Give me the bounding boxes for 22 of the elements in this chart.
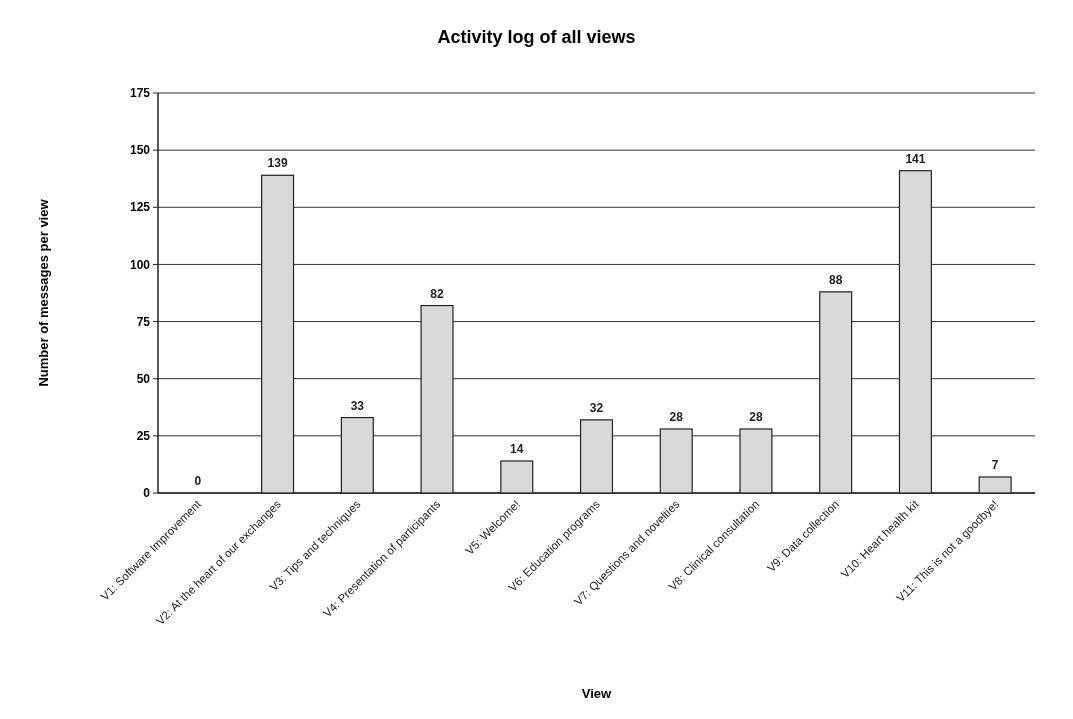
- x-axis-title: View: [581, 686, 613, 701]
- y-tick-label: 50: [136, 371, 151, 386]
- y-tick-label: 150: [129, 143, 151, 158]
- data-label: 33: [350, 398, 365, 413]
- data-label: 7: [991, 458, 999, 472]
- data-label: 141: [905, 151, 926, 166]
- y-axis-title: Number of messages per view: [36, 198, 51, 387]
- y-tick-label: 0: [143, 486, 151, 501]
- y-tick-label: 75: [136, 314, 151, 329]
- data-label: 28: [749, 410, 763, 424]
- data-label: 32: [589, 400, 604, 415]
- data-label: 139: [267, 156, 288, 171]
- data-label: 82: [430, 286, 445, 301]
- data-label: 28: [669, 410, 684, 424]
- data-label: 88: [829, 272, 843, 287]
- y-tick-label: 175: [129, 86, 151, 101]
- y-tick-label: 25: [136, 429, 151, 444]
- y-tick-label: 125: [129, 200, 151, 215]
- y-tick-label: 100: [129, 257, 151, 272]
- data-label: 0: [194, 474, 202, 488]
- data-label: 14: [510, 442, 524, 456]
- chart-title: Activity log of all views: [437, 27, 636, 47]
